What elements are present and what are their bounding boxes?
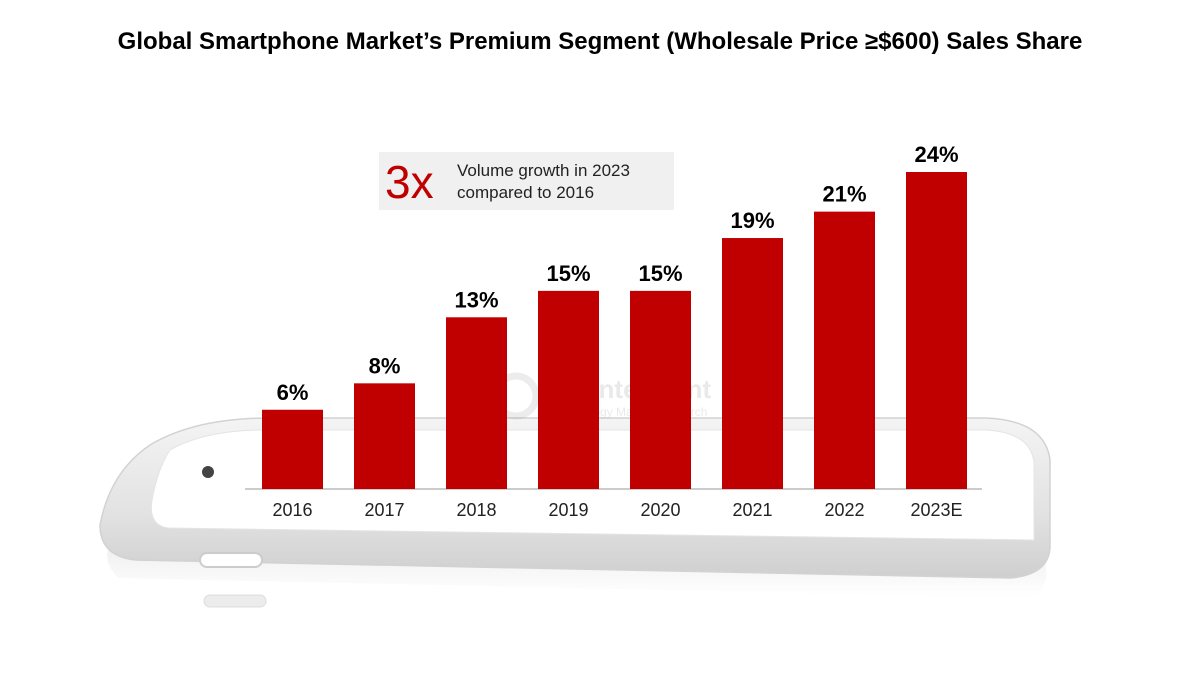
x-tick-label-2022: 2022 <box>824 500 864 520</box>
growth-callout: 3x Volume growth in 2023 compared to 201… <box>379 152 674 210</box>
data-label-2019: 15% <box>546 261 590 286</box>
growth-multiplier: 3x <box>385 156 434 208</box>
home-button-icon <box>199 552 263 568</box>
bar-2016 <box>262 409 323 489</box>
data-label-2017: 8% <box>369 353 401 378</box>
x-tick-label-2020: 2020 <box>640 500 680 520</box>
x-tick-label-2019: 2019 <box>548 500 588 520</box>
x-tick-label-2023e: 2023E <box>910 500 962 520</box>
chart-title: Global Smartphone Market’s Premium Segme… <box>117 28 1083 55</box>
data-labels: 6% 8% 13% 15% 15% 19% 21% 24% <box>277 142 959 405</box>
x-tick-label-2017: 2017 <box>364 500 404 520</box>
x-tick-labels: 2016 2017 2018 2019 2020 2021 2022 2023E <box>272 500 962 520</box>
bar-2020 <box>630 290 691 489</box>
bar-2022 <box>814 211 875 489</box>
x-tick-label-2018: 2018 <box>456 500 496 520</box>
bar-2017 <box>354 383 415 489</box>
bar-series <box>262 172 967 489</box>
data-label-2021: 19% <box>730 208 774 233</box>
camera-icon <box>202 466 214 478</box>
x-tick-label-2016: 2016 <box>272 500 312 520</box>
data-label-2018: 13% <box>454 287 498 312</box>
data-label-2022: 21% <box>822 182 866 207</box>
bar-2018 <box>446 317 507 489</box>
bar-2019 <box>538 290 599 489</box>
growth-description: Volume growth in 2023 compared to 2016 <box>457 161 630 202</box>
data-label-2016: 6% <box>277 380 309 405</box>
bar-2023e <box>906 172 967 489</box>
bar-2021 <box>722 238 783 489</box>
x-tick-label-2021: 2021 <box>732 500 772 520</box>
data-label-2023e: 24% <box>914 142 958 167</box>
data-label-2020: 15% <box>638 261 682 286</box>
